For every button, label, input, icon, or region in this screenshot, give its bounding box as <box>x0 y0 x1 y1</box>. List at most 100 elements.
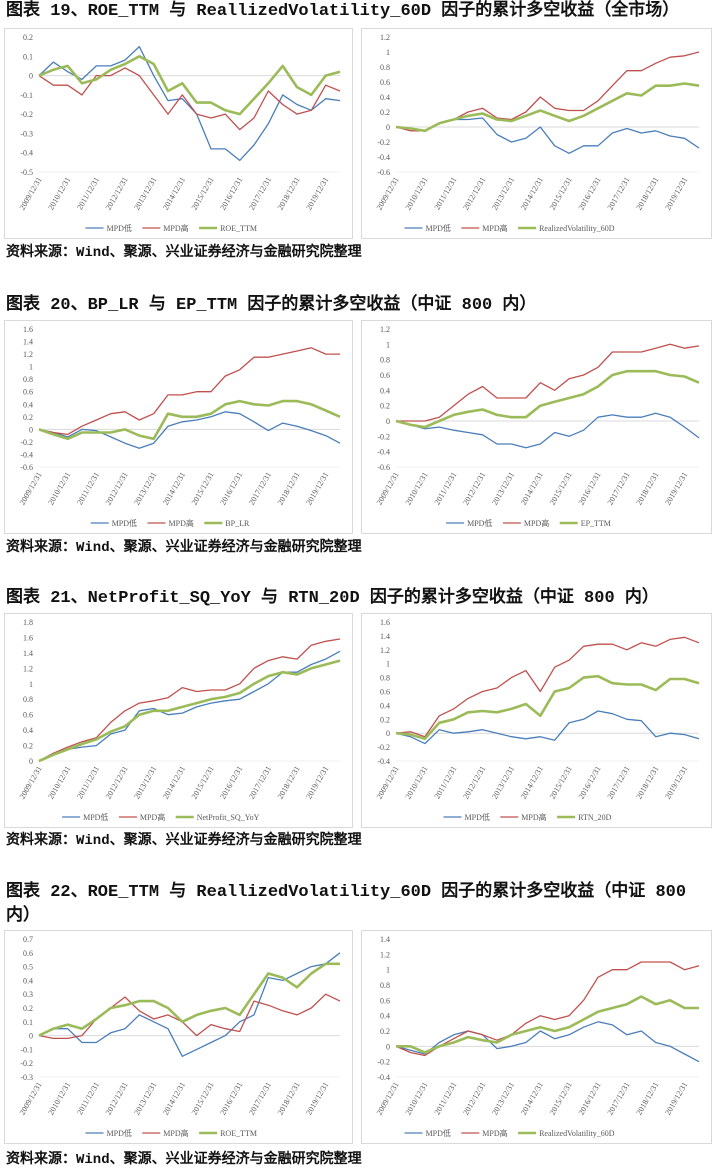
legend-label: NetProfit_SQ_YoY <box>197 813 260 822</box>
series-line-mpd-high <box>396 343 700 422</box>
legend-label: EP_TTM <box>581 519 611 528</box>
line-chart: 0 0.2 0.4 0.6 0.8 1 1.2 1.4 1.6 1.8 2009/12/31 2010… <box>18 618 341 822</box>
chart-19-left: -0.5 -0.4 -0.3 -0.2 -0.1 0 0.1 0.2 2009/12/31 201… <box>4 28 353 239</box>
x-tick-label: 2018/12/31 <box>634 471 660 507</box>
x-tick-label: 2013/12/31 <box>490 471 516 507</box>
chart-22-right: -0.4 -0.2 0 0.2 0.4 0.6 0.8 1 1.2 1.4 2009/12/31 20… <box>361 930 712 1144</box>
y-tick-label: 1.2 <box>23 350 33 359</box>
y-tick-label: -0.6 <box>377 463 390 472</box>
y-tick-label: -0.6 <box>377 168 390 177</box>
y-tick-label: -0.4 <box>377 153 390 162</box>
y-tick-label: 0.8 <box>23 375 33 384</box>
y-tick-label: 0 <box>386 729 390 738</box>
x-tick-label: 2016/12/31 <box>577 1081 603 1117</box>
x-tick-label: 2016/12/31 <box>577 471 603 507</box>
x-tick-label: 2014/12/31 <box>161 1081 187 1117</box>
line-chart: -0.3 -0.2 -0.1 0 0.1 0.2 0.3 0.4 0.5 0.6 0.7 2009/1… <box>18 935 341 1138</box>
chart-20-right: -0.6 -0.4 -0.2 0 0.2 0.4 0.6 0.8 1 1.2 2009/12/31 2… <box>361 320 712 534</box>
x-tick-label: 2017/12/31 <box>247 176 273 212</box>
series-line-mpd-high <box>395 51 700 132</box>
x-tick-label: 2015/12/31 <box>548 176 574 212</box>
x-tick-label: 2013/12/31 <box>132 765 158 801</box>
legend-label: MPD低 <box>112 518 137 528</box>
y-tick-label: 0.8 <box>380 674 390 683</box>
figure-22-title: 图表 22、ROE_TTM 与 ReallizedVolatility_60D … <box>6 883 687 926</box>
x-tick-label: 2009/12/31 <box>18 765 44 801</box>
x-tick-label: 2009/12/31 <box>375 471 401 507</box>
figure-20-source: 资料来源：Wind、聚源、兴业证券经济与金融研究院整理 <box>6 540 362 556</box>
x-tick-label: 2009/12/31 <box>375 765 401 801</box>
y-tick-label: 1.4 <box>23 338 33 347</box>
x-tick-label: 2015/12/31 <box>190 765 216 801</box>
x-tick-label: 2009/12/31 <box>18 176 44 212</box>
y-tick-label: -0.3 <box>20 129 33 138</box>
y-tick-label: 1.2 <box>380 325 390 334</box>
x-tick-label: 2018/12/31 <box>276 176 302 212</box>
series-line-mpd-low <box>38 45 341 162</box>
series-line-mpd-low <box>38 952 341 1057</box>
x-tick-label: 2018/12/31 <box>634 765 660 801</box>
x-tick-label: 2009/12/31 <box>375 176 401 212</box>
x-tick-label: 2010/12/31 <box>404 176 430 212</box>
figure-19-title: 图表 19、ROE_TTM 与 ReallizedVolatility_60D … <box>6 2 680 21</box>
y-tick-label: -0.5 <box>20 168 33 177</box>
legend-label: MPD低 <box>107 223 132 233</box>
y-tick-label: -0.2 <box>20 1059 33 1068</box>
series-line-mpd-high <box>395 636 700 738</box>
x-tick-label: 2015/12/31 <box>190 471 216 507</box>
y-tick-label: -0.2 <box>377 138 390 147</box>
x-tick-label: 2014/12/31 <box>519 1081 545 1117</box>
x-tick-label: 2015/12/31 <box>190 1081 216 1117</box>
x-tick-label: 2019/12/31 <box>304 471 330 507</box>
y-tick-label: 0.4 <box>380 701 390 710</box>
y-tick-label: 1.2 <box>380 646 390 655</box>
legend-label: MPD低 <box>467 518 492 528</box>
x-tick-label: 2010/12/31 <box>46 471 72 507</box>
x-tick-label: 2019/12/31 <box>304 176 330 212</box>
chart-21-left: 0 0.2 0.4 0.6 0.8 1 1.2 1.4 1.6 1.8 2009/12/31 2010… <box>4 613 353 828</box>
series-line-factor <box>38 659 341 763</box>
x-tick-label: 2016/12/31 <box>218 765 244 801</box>
y-tick-label: 0 <box>386 1042 390 1051</box>
y-tick-label: 0.2 <box>380 402 390 411</box>
x-tick-label: 2017/12/31 <box>606 176 632 212</box>
y-tick-label: 0.8 <box>380 981 390 990</box>
x-tick-label: 2019/12/31 <box>663 176 689 212</box>
y-tick-label: 0.6 <box>380 78 390 87</box>
legend-label: MPD高 <box>521 812 546 822</box>
y-tick-label: -0.1 <box>20 91 33 100</box>
y-tick-label: 1.6 <box>23 633 33 642</box>
y-tick-label: 0 <box>386 417 390 426</box>
x-tick-label: 2016/12/31 <box>577 176 603 212</box>
x-tick-label: 2009/12/31 <box>375 1081 401 1117</box>
legend-label: RTN_20D <box>578 813 612 822</box>
y-tick-label: 0 <box>386 123 390 132</box>
x-tick-label: 2010/12/31 <box>46 1081 72 1117</box>
legend-label: RealizedVolatility_60D <box>539 1129 615 1138</box>
y-tick-label: 0.5 <box>23 963 33 972</box>
x-tick-label: 2017/12/31 <box>606 471 632 507</box>
y-tick-label: -0.4 <box>377 448 390 457</box>
x-tick-label: 2015/12/31 <box>548 471 574 507</box>
x-tick-label: 2018/12/31 <box>276 765 302 801</box>
x-tick-label: 2011/12/31 <box>75 176 101 212</box>
x-tick-label: 2014/12/31 <box>519 765 545 801</box>
legend-label: BP_LR <box>225 519 250 528</box>
x-tick-label: 2015/12/31 <box>548 1081 574 1117</box>
y-tick-label: 0.2 <box>380 108 390 117</box>
y-tick-label: 0.1 <box>23 52 33 61</box>
x-tick-label: 2019/12/31 <box>304 1081 330 1117</box>
x-tick-label: 2019/12/31 <box>663 765 689 801</box>
x-tick-label: 2011/12/31 <box>433 471 459 507</box>
x-tick-label: 2013/12/31 <box>132 471 158 507</box>
series-line-factor <box>395 82 700 133</box>
y-tick-label: 0.4 <box>23 726 33 735</box>
y-tick-label: 0.3 <box>23 990 33 999</box>
y-tick-label: 1.4 <box>380 935 390 944</box>
x-tick-label: 2016/12/31 <box>218 176 244 212</box>
y-tick-label: 1.2 <box>380 33 390 42</box>
x-tick-label: 2012/12/31 <box>461 765 487 801</box>
y-tick-label: 0.4 <box>380 386 390 395</box>
